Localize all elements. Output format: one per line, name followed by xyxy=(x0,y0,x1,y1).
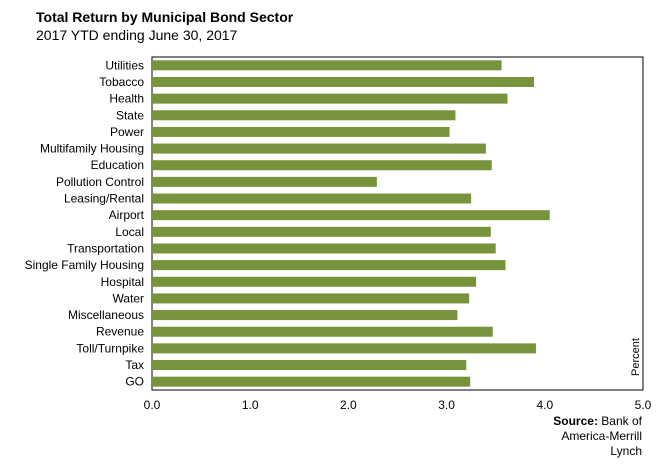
category-label: Local xyxy=(115,225,144,239)
plot-frame xyxy=(151,56,644,391)
source-line-3: Lynch xyxy=(610,444,642,458)
bar xyxy=(152,143,486,154)
source-line-1: Bank of xyxy=(601,414,642,428)
category-label: Hospital xyxy=(101,275,144,289)
category-label: Revenue xyxy=(96,325,144,339)
category-label: Miscellaneous xyxy=(68,308,144,322)
category-label: Single Family Housing xyxy=(25,258,144,272)
x-tick-label: 0.0 xyxy=(144,398,161,412)
category-label: Multifamily Housing xyxy=(40,142,144,156)
category-label: Education xyxy=(91,158,144,172)
bar xyxy=(152,326,493,337)
bar xyxy=(152,76,534,87)
bar xyxy=(152,176,377,187)
chart-title: Total Return by Municipal Bond Sector xyxy=(36,9,294,25)
x-tick-label: 2.0 xyxy=(340,398,357,412)
source-label: Source: xyxy=(553,414,598,428)
category-label: Health xyxy=(109,92,144,106)
bar xyxy=(152,210,550,221)
bar xyxy=(152,276,477,287)
bar xyxy=(152,376,471,387)
category-label: Toll/Turnpike xyxy=(76,341,144,355)
bar xyxy=(152,110,456,121)
bar xyxy=(152,60,502,71)
category-label: GO xyxy=(125,375,144,389)
source-line-2: America-Merrill xyxy=(561,429,642,443)
x-tick-label: 3.0 xyxy=(438,398,455,412)
category-label: Tobacco xyxy=(99,75,144,89)
bar xyxy=(152,160,492,171)
category-label: Water xyxy=(112,291,144,305)
chart-subtitle: 2017 YTD ending June 30, 2017 xyxy=(36,27,238,43)
bar xyxy=(152,126,450,137)
bar xyxy=(152,343,536,354)
x-axis-label: Percent xyxy=(630,338,642,376)
source-note: Source: Bank of America-Merrill Lynch xyxy=(502,414,642,459)
category-label: Tax xyxy=(125,358,144,372)
bar xyxy=(152,93,508,104)
bar xyxy=(152,293,470,304)
category-label: Pollution Control xyxy=(56,175,144,189)
bar xyxy=(152,360,467,371)
category-label: State xyxy=(116,108,144,122)
category-label: Utilities xyxy=(105,58,144,72)
bar xyxy=(152,226,491,237)
bar xyxy=(152,310,458,321)
category-label: Airport xyxy=(109,208,145,222)
x-tick-label: 4.0 xyxy=(536,398,553,412)
x-tick-label: 5.0 xyxy=(635,398,652,412)
category-label: Leasing/Rental xyxy=(64,192,144,206)
bar xyxy=(152,260,506,271)
bar xyxy=(152,193,472,204)
category-label: Transportation xyxy=(67,241,144,255)
bar xyxy=(152,243,496,254)
x-tick-label: 1.0 xyxy=(242,398,259,412)
category-label: Power xyxy=(110,125,144,139)
